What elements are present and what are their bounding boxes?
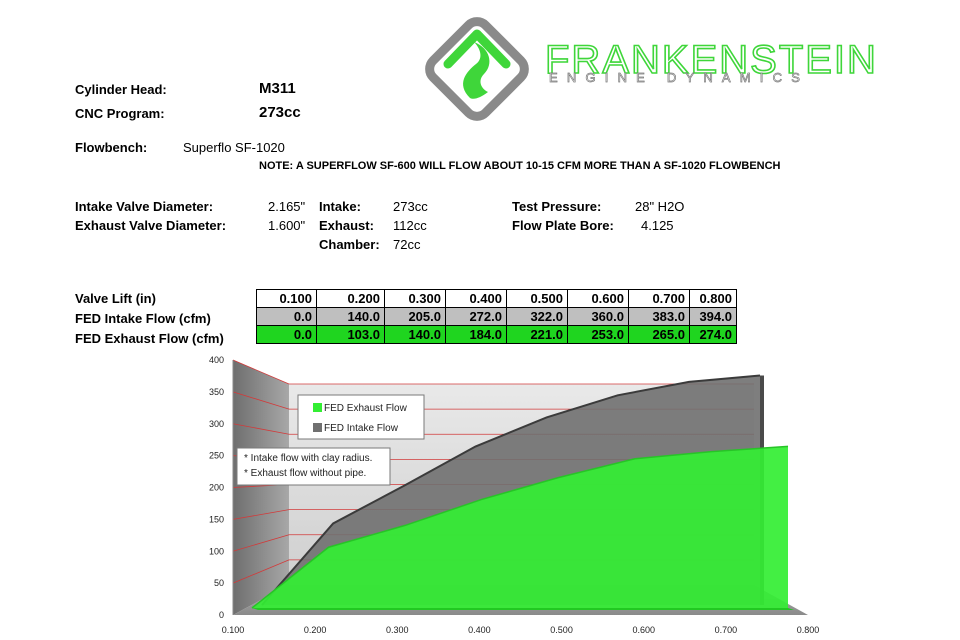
lift-cell: 0.600 bbox=[567, 289, 629, 308]
flame-icon bbox=[425, 17, 529, 121]
flow-table: 0.100 0.200 0.300 0.400 0.500 0.600 0.70… bbox=[256, 289, 737, 344]
chamber-label: Chamber: bbox=[319, 237, 380, 252]
exhaust-line bbox=[251, 445, 789, 609]
exhaust-cell: 140.0 bbox=[384, 325, 446, 344]
annotation-box bbox=[236, 447, 391, 486]
flow-plate-value: 4.125 bbox=[641, 218, 674, 233]
exhaust-cell: 0.0 bbox=[256, 325, 317, 344]
intake-cell: 272.0 bbox=[445, 307, 507, 326]
cnc-program-value: 273cc bbox=[259, 104, 301, 121]
y-tick-label: 50 bbox=[214, 578, 224, 588]
exhaust-cell: 265.0 bbox=[628, 325, 690, 344]
y-tick-label: 150 bbox=[209, 514, 224, 524]
exhaust-flow-label: FED Exhaust Flow (cfm) bbox=[75, 331, 224, 346]
x-tick-label: 0.700 bbox=[715, 625, 738, 635]
exhaust-front-edge bbox=[252, 608, 794, 610]
intake-valve-value: 2.165" bbox=[268, 199, 306, 214]
intake-cell: 140.0 bbox=[316, 307, 385, 326]
valve-lift-label: Valve Lift (in) bbox=[75, 291, 156, 306]
intake-valve-label: Intake Valve Diameter: bbox=[75, 199, 214, 214]
legend-swatch-exhaust bbox=[313, 403, 322, 412]
intake-cell: 205.0 bbox=[384, 307, 446, 326]
exhaust-valve-label: Exhaust Valve Diameter: bbox=[75, 218, 227, 233]
cylinder-head-value: M311 bbox=[259, 80, 296, 97]
exhaust-cc-label: Exhaust: bbox=[319, 218, 374, 233]
chart-annotation: * Intake flow with clay radius. * Exhaus… bbox=[236, 447, 391, 486]
y-tick-label: 200 bbox=[209, 483, 224, 493]
gridline bbox=[232, 559, 290, 584]
annotation-line: * Intake flow with clay radius. bbox=[244, 453, 372, 464]
y-tick-label: 0 bbox=[219, 610, 224, 620]
flowbench-note: NOTE: A SUPERFLOW SF-600 WILL FLOW ABOUT… bbox=[259, 160, 781, 172]
brand-name: FRANKENSTEIN bbox=[544, 37, 878, 83]
gridline bbox=[232, 534, 290, 552]
chart-legend: FED Exhaust Flow FED Intake Flow bbox=[297, 394, 425, 440]
intake-line bbox=[261, 374, 761, 606]
x-tick-label: 0.300 bbox=[386, 625, 409, 635]
y-tick-label: 350 bbox=[209, 387, 224, 397]
legend-swatch-intake bbox=[313, 423, 322, 432]
lift-cell: 0.400 bbox=[445, 289, 507, 308]
chamber-value: 72cc bbox=[393, 237, 421, 252]
chart-axes: 0 50 100 150 200 250 300 350 400 0.100 0.200 0.300 0… bbox=[209, 355, 819, 635]
lift-cell: 0.500 bbox=[506, 289, 568, 308]
intake-flow-label: FED Intake Flow (cfm) bbox=[75, 311, 211, 326]
lift-cell: 0.200 bbox=[316, 289, 385, 308]
exhaust-cc-value: 112cc bbox=[393, 218, 427, 233]
intake-cc-label: Intake: bbox=[319, 199, 361, 214]
cylinder-head-label: Cylinder Head: bbox=[75, 82, 167, 97]
legend-label-exhaust: FED Exhaust Flow bbox=[324, 403, 408, 414]
flowbench-value: Superflo SF-1020 bbox=[183, 140, 285, 155]
intake-cell: 394.0 bbox=[689, 307, 737, 326]
legend-label-intake: FED Intake Flow bbox=[324, 423, 399, 434]
gridline bbox=[232, 359, 290, 385]
brand-logo bbox=[425, 17, 529, 121]
intake-cell: 0.0 bbox=[256, 307, 317, 326]
test-pressure-label: Test Pressure: bbox=[512, 199, 602, 214]
table-row-intake: 0.0 140.0 205.0 272.0 322.0 360.0 383.0 … bbox=[256, 307, 737, 326]
intake-cell: 383.0 bbox=[628, 307, 690, 326]
exhaust-area bbox=[252, 446, 788, 608]
intake-cc-value: 273cc bbox=[393, 199, 428, 214]
exhaust-cell: 274.0 bbox=[689, 325, 737, 344]
brand-tagline: ENGINE DYNAMICS bbox=[549, 70, 810, 86]
gridline bbox=[232, 509, 290, 520]
y-tick-label: 250 bbox=[209, 451, 224, 461]
exhaust-cell: 184.0 bbox=[445, 325, 507, 344]
exhaust-cell: 221.0 bbox=[506, 325, 568, 344]
y-tick-label: 100 bbox=[209, 546, 224, 556]
y-tick-label: 300 bbox=[209, 419, 224, 429]
x-tick-label: 0.100 bbox=[222, 625, 245, 635]
x-tick-label: 0.400 bbox=[468, 625, 491, 635]
flowbench-label: Flowbench: bbox=[75, 140, 148, 155]
cnc-program-label: CNC Program: bbox=[75, 106, 165, 121]
x-tick-label: 0.200 bbox=[304, 625, 327, 635]
x-tick-label: 0.500 bbox=[550, 625, 573, 635]
y-tick-label: 400 bbox=[209, 355, 224, 365]
exhaust-cell: 253.0 bbox=[567, 325, 629, 344]
lift-cell: 0.700 bbox=[628, 289, 690, 308]
chart-side-wall bbox=[233, 360, 289, 615]
test-pressure-value: 28" H2O bbox=[635, 199, 685, 214]
x-tick-label: 0.800 bbox=[797, 625, 820, 635]
table-row-exhaust: 0.0 103.0 140.0 184.0 221.0 253.0 265.0 … bbox=[256, 325, 737, 344]
exhaust-valve-value: 1.600" bbox=[268, 218, 306, 233]
exhaust-series bbox=[251, 445, 794, 610]
intake-cell: 322.0 bbox=[506, 307, 568, 326]
gridline bbox=[232, 423, 290, 435]
x-tick-label: 0.600 bbox=[632, 625, 655, 635]
flow-plate-label: Flow Plate Bore: bbox=[512, 218, 614, 233]
annotation-line: * Exhaust flow without pipe. bbox=[244, 468, 366, 479]
exhaust-cell: 103.0 bbox=[316, 325, 385, 344]
gridline bbox=[232, 391, 290, 410]
